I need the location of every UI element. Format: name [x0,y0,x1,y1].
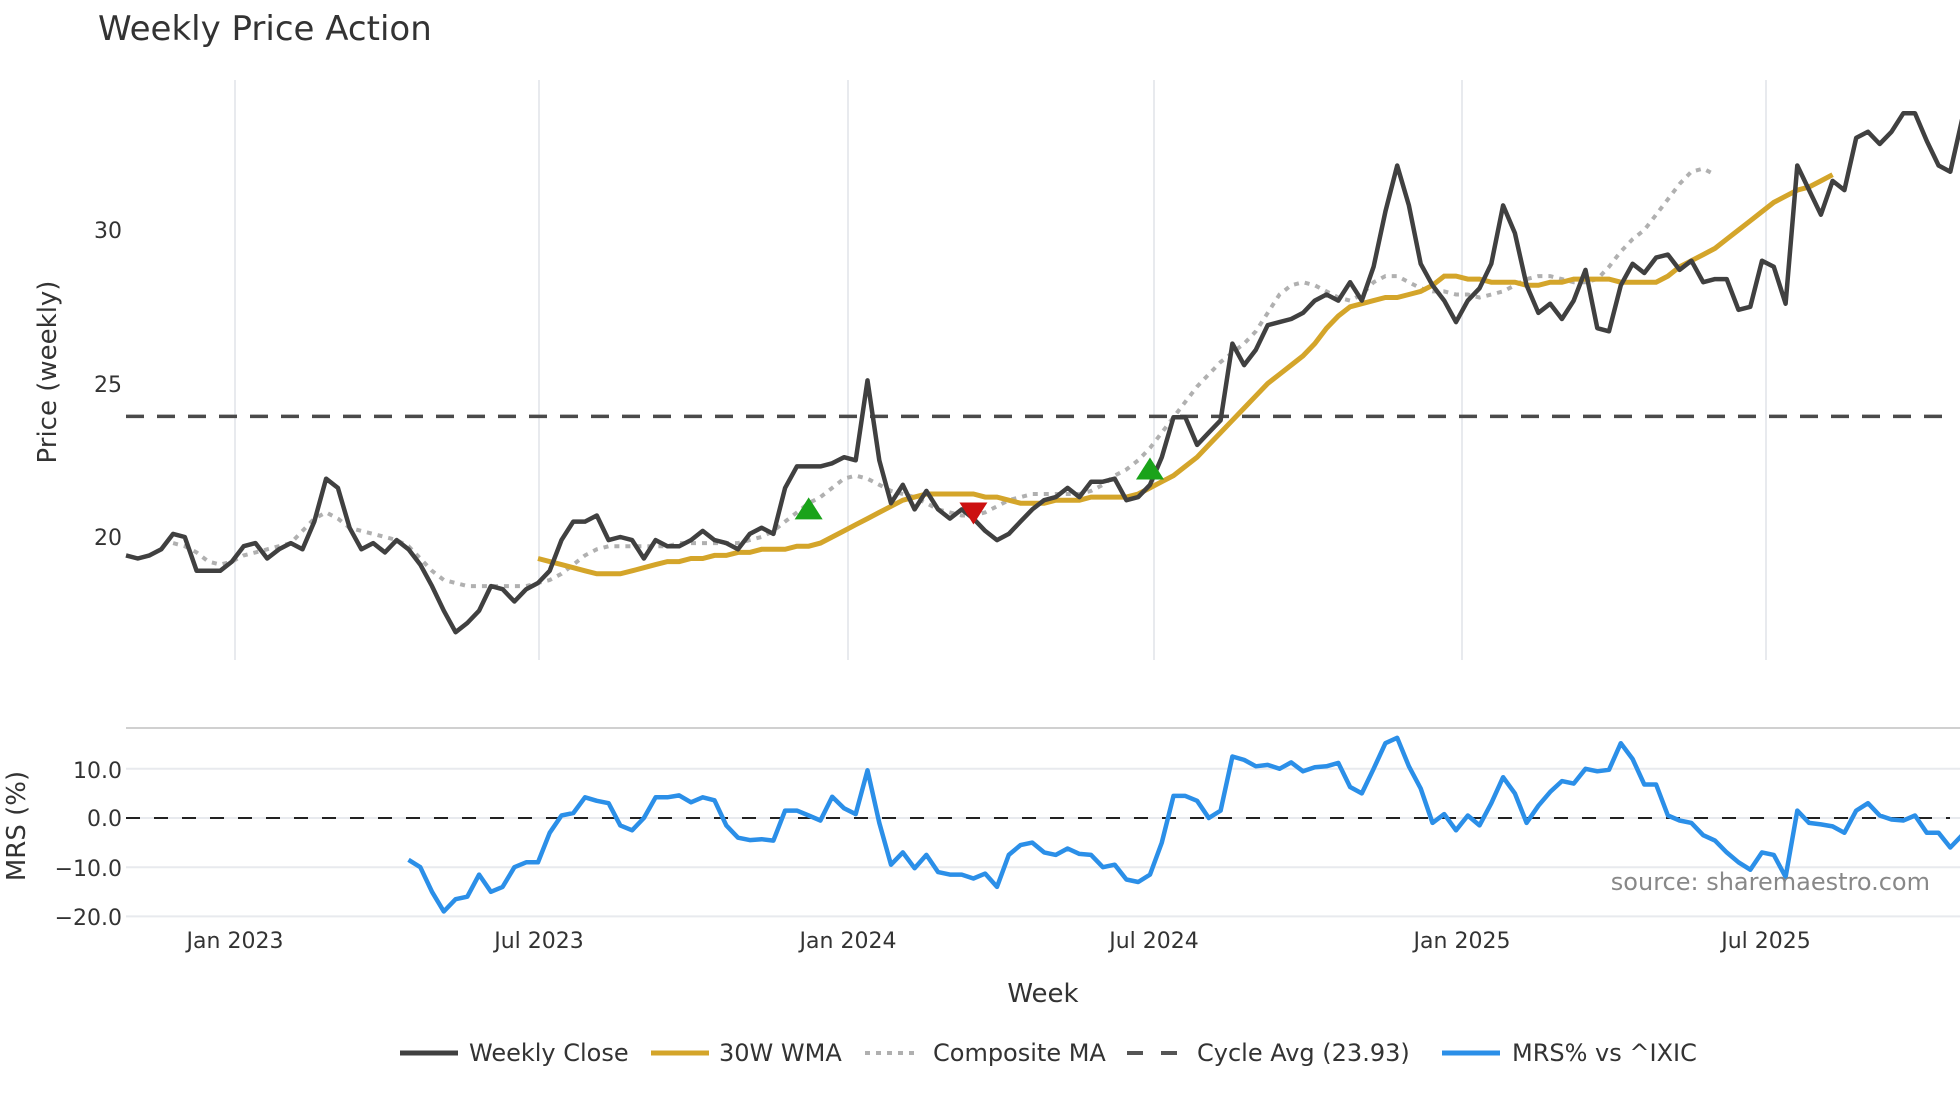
x-tick-jan-2023: Jan 2023 [185,929,284,954]
chart-title: Weekly Price Action [98,9,432,49]
mrs-y-axis-label: MRS (%) [2,771,32,881]
x-tick-jul-2025: Jul 2025 [1719,929,1811,954]
price-tick-30: 30 [94,219,122,244]
signal-markers [794,457,1164,525]
x-tick-jan-2025: Jan 2025 [1412,929,1511,954]
legend-label-close: Weekly Close [469,1039,629,1067]
mrs-line [407,735,1960,914]
mrs-tick-minus10: −10.0 [55,857,122,882]
buy-signal-marker [1135,457,1164,480]
legend-label-composite: Composite MA [933,1039,1106,1067]
wma-30w-line [537,172,1834,577]
x-tick-jul-2023: Jul 2023 [492,929,584,954]
price-y-axis-label: Price (weekly) [33,281,63,464]
price-tick-20: 20 [94,526,122,551]
legend-label-cycle: Cycle Avg (23.93) [1197,1039,1410,1067]
composite-ma-line [172,166,1716,589]
price-vertical-gridlines [234,80,1767,660]
mrs-tick-minus20: −20.0 [55,906,122,931]
legend: Weekly Close 30W WMA Composite MA Cycle … [400,1039,1697,1067]
x-axis-label: Week [1007,979,1078,1009]
legend-label-wma: 30W WMA [719,1039,842,1067]
weekly-close-line [125,111,1960,635]
mrs-horizontal-gridlines [126,767,1960,918]
mrs-tick-0: 0.0 [87,807,122,832]
legend-label-mrs: MRS% vs ^IXIC [1512,1039,1697,1067]
buy-signal-marker [794,497,823,520]
x-tick-jul-2024: Jul 2024 [1107,929,1199,954]
x-tick-jan-2024: Jan 2024 [798,929,897,954]
sell-signal-marker [959,502,988,525]
source-watermark: source: sharemaestro.com [1611,868,1930,896]
price-tick-25: 25 [94,373,122,398]
mrs-tick-10: 10.0 [73,759,122,784]
